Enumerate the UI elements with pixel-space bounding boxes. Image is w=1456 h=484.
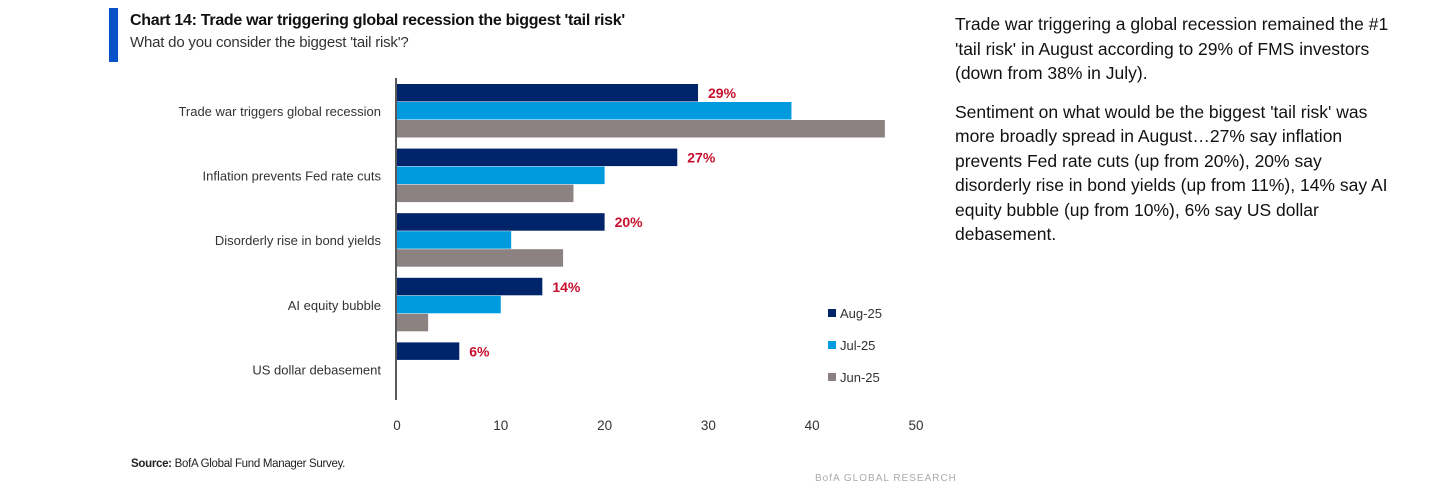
chart-subtitle: What do you consider the biggest 'tail r… [130,34,409,51]
data-label: 29% [708,85,737,101]
commentary: Trade war triggering a global recession … [955,12,1395,261]
bar-jul-25 [397,295,501,314]
bar-aug-25 [397,84,699,102]
bar-jul-25 [397,231,512,249]
source-note: Source: BofA Global Fund Manager Survey. [131,458,345,470]
data-label: 27% [687,150,716,166]
source-label: Source: [131,458,172,470]
commentary-paragraph: Trade war triggering a global recession … [955,14,1389,83]
data-label: 14% [552,279,581,295]
bar-jun-25 [397,313,429,332]
category-label: Inflation prevents Fed rate cuts [203,169,382,184]
x-tick-label: 0 [393,418,401,433]
title-accent-bar [109,8,118,62]
legend-label: Jun-25 [840,370,880,385]
x-tick-label: 50 [908,418,923,433]
bar-jul-25 [397,102,792,120]
bar-jun-25 [397,120,885,138]
x-tick-label: 20 [597,418,612,433]
legend-label: Aug-25 [840,306,882,321]
chart-title: Chart 14: Trade war triggering global re… [130,12,625,29]
category-label: Trade war triggers global recession [178,104,381,119]
category-label: Disorderly rise in bond yields [215,233,382,248]
x-tick-label: 30 [701,418,716,433]
legend-label: Jul-25 [840,338,875,353]
legend-swatch-aug-25 [828,309,836,317]
bar-aug-25 [397,342,460,360]
bar-aug-25 [397,213,605,231]
bar-aug-25 [397,277,543,296]
x-tick-label: 40 [805,418,820,433]
category-label: AI equity bubble [288,298,381,313]
x-tick-label: 10 [493,418,508,433]
bar-jun-25 [397,249,564,267]
bar-aug-25 [397,148,678,167]
legend-swatch-jul-25 [828,341,836,349]
category-label: US dollar debasement [252,362,381,377]
data-label: 6% [469,343,490,359]
source-text: BofA Global Fund Manager Survey. [174,458,346,470]
data-label: 20% [615,214,644,230]
commentary-paragraph: Sentiment on what would be the biggest '… [955,101,1388,245]
bar-jun-25 [397,184,574,203]
bar-jul-25 [397,166,605,185]
legend-swatch-jun-25 [828,373,836,381]
